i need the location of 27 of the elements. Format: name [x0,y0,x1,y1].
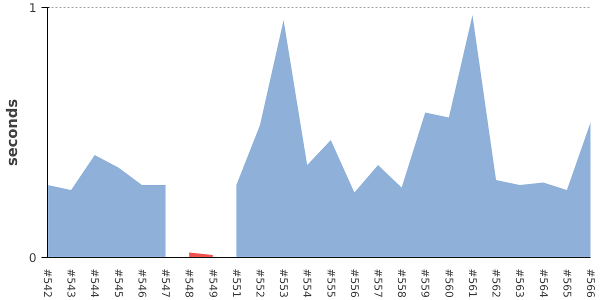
x-tick-label: #565 [560,268,574,298]
x-tick-label: #542 [41,268,54,298]
y-tick-label: 1 [28,1,37,15]
x-tick-label: #548 [182,268,196,298]
x-tick-label: #563 [513,268,526,298]
x-tick-label: #560 [442,268,456,298]
x-tick-label: #552 [253,268,266,298]
x-tick-label: #553 [277,268,290,298]
x-tick-label: #549 [206,268,220,298]
x-tick-label: #566 [584,268,597,298]
x-tick-label: #556 [348,268,361,298]
x-tick-label: #546 [135,268,148,298]
x-tick-label: #543 [64,268,78,298]
x-tick-label: #547 [159,268,172,298]
x-tick-label: #545 [112,268,125,298]
x-tick-label: #564 [536,268,550,298]
x-tick-label: #558 [395,268,408,298]
x-tick-label: #555 [324,268,338,298]
x-tick-label: #559 [418,268,432,298]
x-tick-label: #554 [300,268,314,298]
x-tick-label: #561 [466,268,479,298]
x-tick-label: #551 [230,268,243,298]
y-tick-label: 0 [28,251,37,265]
y-axis-title: seconds [4,98,21,166]
x-tick-label: #557 [372,268,385,298]
x-tick-label: #544 [88,268,102,298]
x-tick-label: #562 [490,268,503,298]
